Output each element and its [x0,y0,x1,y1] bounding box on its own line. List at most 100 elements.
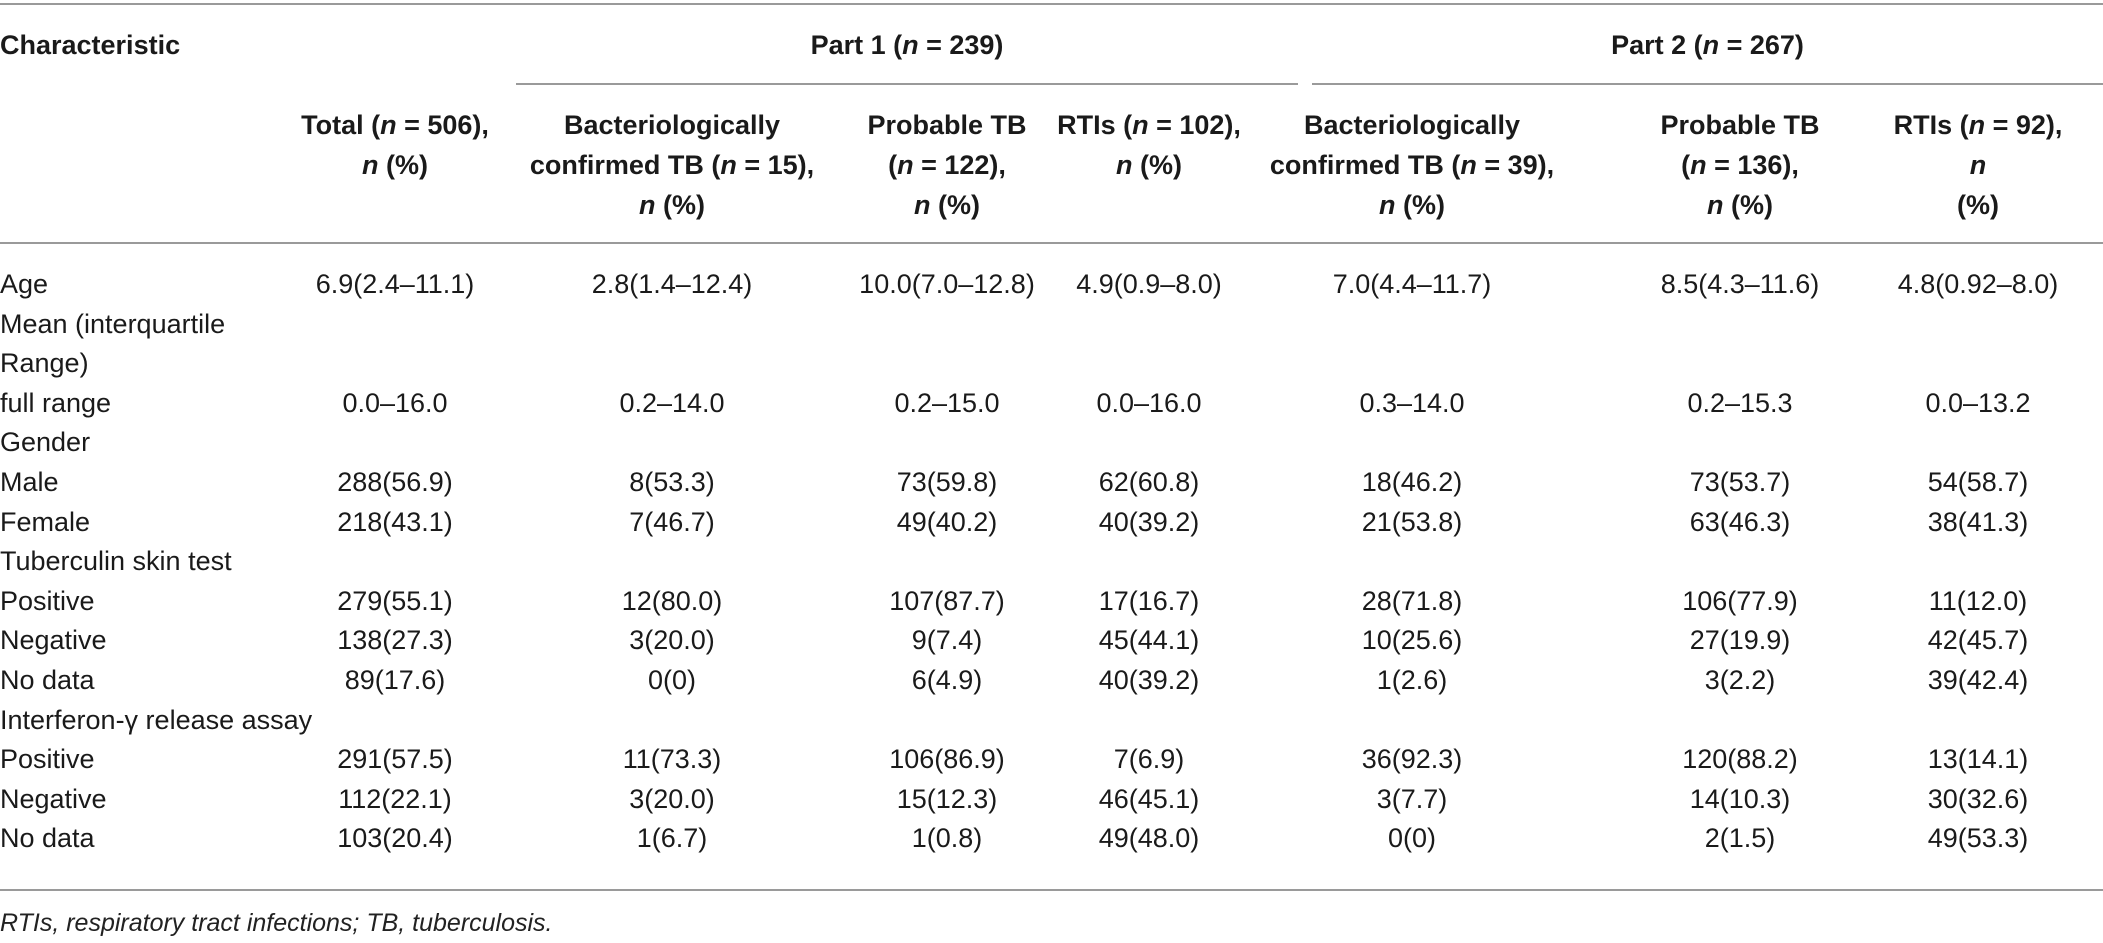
table-cell: 0.2–15.0 [894,387,1000,418]
table-cell: 3(2.2) [1704,665,1776,695]
row-label: Age [0,269,49,299]
table-cell: 28(71.8) [1361,585,1463,616]
row-label: Male [0,467,59,497]
table-cell: 0.3–14.0 [1359,387,1465,418]
col-6-part-0-2: = 92), [1985,110,2063,140]
row-label: Mean (interquartile [0,308,226,339]
column-header-line: Bacteriologically [1242,105,1582,145]
table-cell: 0.0–16.0 [1096,387,1202,418]
col-4-part-2-2: (%) [1395,190,1445,220]
table-cell: 107(87.7) [889,585,1005,616]
table-cell: 7.0(4.4–11.7) [1332,269,1492,299]
column-header-3: Probable TB (n = 122), n (%) [822,105,1072,225]
group-1-part-0-2: = 267) [1719,30,1804,60]
col-4-part-2-1: n [1379,190,1396,220]
column-header-line: n (%) [1610,185,1870,225]
table-cell: 279(55.1) [337,585,453,616]
table-cell: 40(39.2) [1098,506,1200,537]
table-cell: 73(53.7) [1689,467,1791,497]
table-cell: 2(1.5) [1704,823,1776,854]
table-cell: 2.8(1.4–12.4) [591,269,753,299]
table-cell: 39(42.4) [1927,665,2029,695]
group-0-part-0-0: Part 1 ( [810,30,903,60]
table-cell: 49(40.2) [896,506,998,537]
table-cell: 38(41.3) [1927,506,2029,537]
table-cell: 15(12.3) [896,783,998,814]
column-header-line: Total (n = 506), [275,105,515,145]
table-cell: 73(59.8) [896,467,998,497]
table-cell: 218(43.1) [337,506,453,537]
table-cell: 106(86.9) [889,744,1005,775]
table-cell: 3(20.0) [629,783,715,814]
col-3-part-1-1: n [1116,150,1133,180]
table-cell: 13(14.1) [1927,744,2029,775]
table-cell: 0(0) [647,665,696,695]
col-4-part-1-2: = 39), [1476,150,1555,180]
row-label: Gender [0,427,91,458]
header-bottom-rule [0,242,2103,244]
column-header-7: RTIs (n = 92), n (%) [1863,105,2093,225]
table-cell: 49(53.3) [1927,823,2029,854]
col-3-part-0-1: n [1132,110,1149,140]
col-6-part-0-0: RTIs ( [1893,110,1969,140]
column-header-line: n [1863,145,2093,185]
row-label: Tuberculin skin test [0,546,232,577]
table-cell: 45(44.1) [1098,625,1200,656]
table-cell: 0.2–15.3 [1687,387,1793,418]
table-cell: 11(73.3) [622,744,722,775]
col-5-part-1-0: ( [1681,150,1691,180]
row-label: Positive [0,585,95,616]
column-header-line: Probable TB [1610,105,1870,145]
col-1-part-1-0: confirmed TB ( [529,150,721,180]
col-0-part-0-2: = 506), [396,110,489,140]
table-cell: 49(48.0) [1098,823,1200,854]
group-0-part-0-2: = 239) [918,30,1004,60]
table-cell: 14(10.3) [1689,783,1791,814]
table-cell: 30(32.6) [1927,783,2029,814]
row-label: Interferon-γ release assay [0,704,313,735]
col-4-part-0-0: Bacteriologically [1303,110,1521,140]
part2-header: Part 2 (n = 267) [1312,25,2103,65]
col-5-part-2-1: n [1707,190,1724,220]
table-cell: 4.9(0.9–8.0) [1076,269,1222,299]
col-2-part-1-0: ( [888,150,898,180]
col-6-part-1-1: n [1969,150,1987,180]
table-cell: 0.2–14.0 [619,387,725,418]
col-5-part-2-2: (%) [1723,190,1773,220]
column-header-line: Probable TB [822,105,1072,145]
col-6-part-0-1: n [1968,110,1986,140]
column-header-line: confirmed TB (n = 39), [1242,145,1582,185]
column-header-line: n (%) [512,185,832,225]
table-cell: 36(92.3) [1361,744,1463,775]
column-header-line: n (%) [275,145,515,185]
col-1-part-2-2: (%) [655,190,705,220]
column-header-line: (n = 122), [822,145,1072,185]
table-cell: 27(19.9) [1689,625,1791,656]
table-cell: 40(39.2) [1098,665,1200,695]
col-2-part-1-1: n [897,150,914,180]
row-label: Positive [0,744,95,775]
table-cell: 138(27.3) [337,625,453,656]
table-cell: 3(20.0) [629,625,715,656]
col-0-part-0-0: Total ( [301,110,381,140]
table-cell: 10.0(7.0–12.8) [859,269,1035,299]
column-header-line: (n = 136), [1610,145,1870,185]
table-cell: 10(25.6) [1361,625,1463,656]
table-cell: 7(46.7) [629,506,715,537]
column-header-5: Bacteriologically confirmed TB (n = 39), n… [1242,105,1582,225]
table-cell: 12(80.0) [621,585,723,616]
table-cell: 9(7.4) [911,625,983,656]
table-cell: 7(6.9) [1113,744,1185,775]
table-cell: 0.0–16.0 [342,387,448,418]
column-header-line: Bacteriologically [512,105,832,145]
table-top-rule [0,3,2103,5]
table-cell: 291(57.5) [337,744,453,775]
table-cell: 46(45.1) [1098,783,1200,814]
col-2-part-2-2: (%) [930,190,980,220]
column-header-1: Total (n = 506), n (%) [275,105,515,185]
table-cell: 18(46.2) [1361,467,1463,497]
col-0-part-1-2: (%) [378,150,428,180]
table-cell: 1(0.8) [911,823,983,854]
column-header-line: n (%) [822,185,1072,225]
group-1-part-0-1: n [1702,30,1720,60]
